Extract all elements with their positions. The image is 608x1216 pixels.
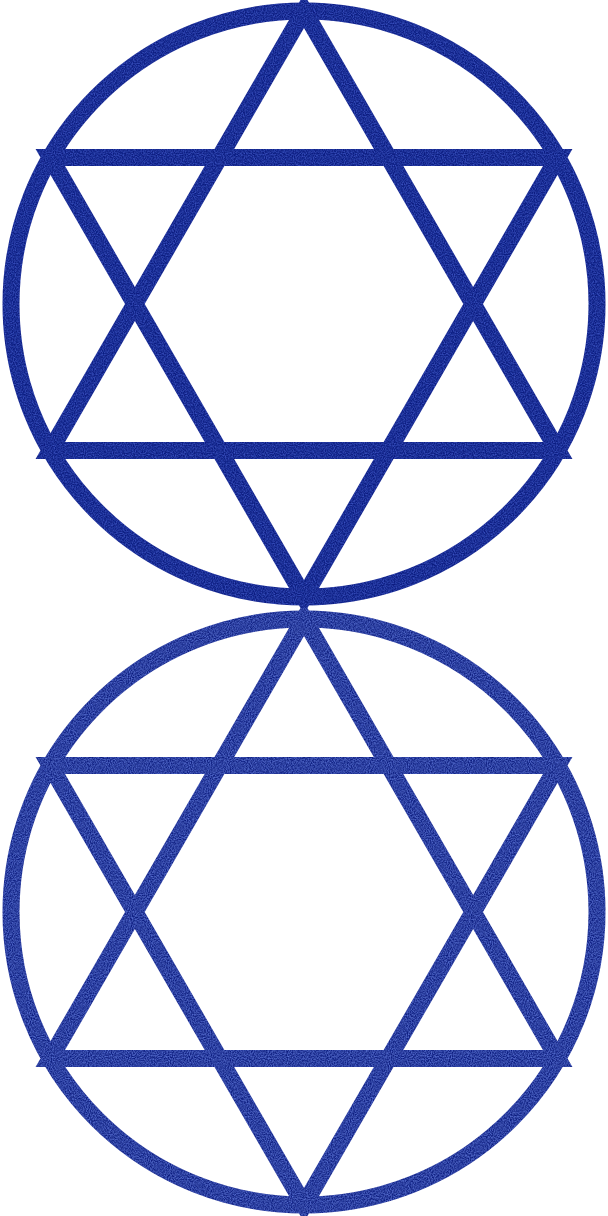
downward-triangle	[35, 757, 573, 1216]
upward-triangle	[35, 608, 573, 1067]
outer-circle	[2, 610, 606, 1214]
downward-triangle	[35, 149, 573, 608]
hexagram-in-circle-icon	[2, 608, 606, 1216]
hexagram-in-circle-icon	[2, 0, 606, 608]
outer-circle	[2, 2, 606, 606]
upward-triangle	[35, 0, 573, 459]
